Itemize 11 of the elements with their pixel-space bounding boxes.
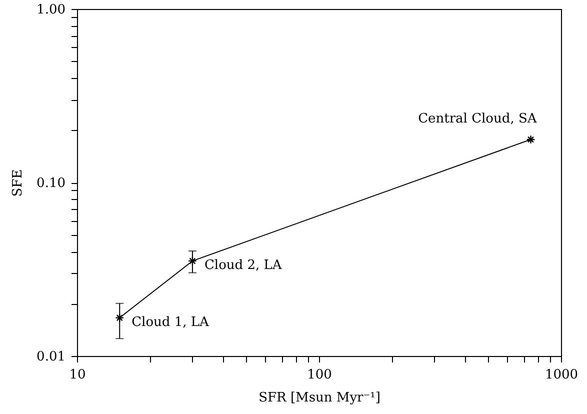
x-tick-label: 10 [69, 368, 86, 382]
y-tick-label: 1.00 [36, 2, 66, 18]
x-axis-title: SFR [Msun Myr⁻¹] [258, 390, 380, 406]
annotation: Cloud 2, LA [204, 258, 282, 273]
x-tick-label: 1000 [544, 368, 578, 382]
y-tick-label: 0.01 [36, 350, 66, 364]
x-tick-label: 100 [307, 368, 332, 382]
y-axis-title: SFE [10, 169, 26, 197]
annotation: Central Cloud, SA [418, 111, 538, 126]
annotation: Cloud 1, LA [132, 314, 210, 330]
y-tick-label: 0.10 [36, 176, 66, 191]
